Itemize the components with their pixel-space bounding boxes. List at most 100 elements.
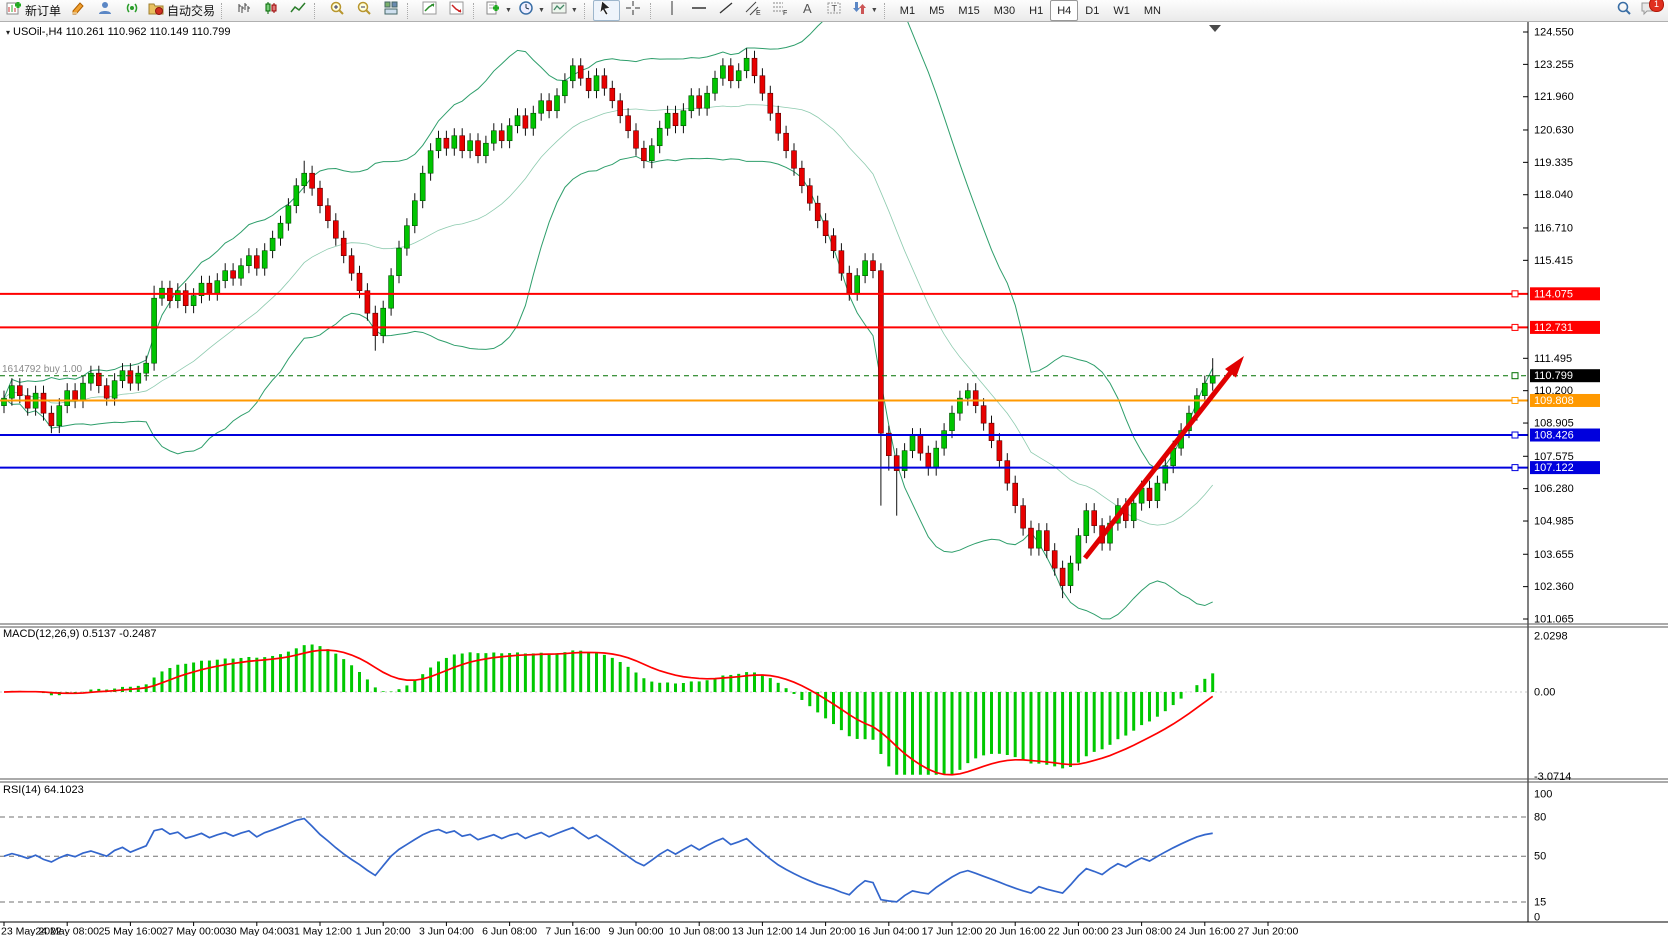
- candlesticks: [1, 48, 1216, 599]
- svg-text:119.335: 119.335: [1534, 157, 1573, 169]
- equidistant-channel-button[interactable]: E: [740, 0, 767, 21]
- toolbar-separator: [221, 2, 226, 19]
- arrows-dropdown-icon[interactable]: ▼: [870, 7, 878, 14]
- crosshair-button[interactable]: [620, 0, 647, 21]
- hline-icon: [691, 0, 707, 21]
- timeframe-m1-button[interactable]: M1: [899, 4, 916, 17]
- trendline-button[interactable]: [713, 0, 740, 21]
- timeframe-d1-button[interactable]: D1: [1085, 4, 1100, 17]
- svg-text:110.799: 110.799: [1534, 370, 1573, 382]
- signals-button[interactable]: [118, 0, 145, 21]
- timeframe-m15-button[interactable]: M15: [958, 4, 980, 17]
- svg-text:120.630: 120.630: [1534, 124, 1574, 136]
- svg-text:121.960: 121.960: [1534, 91, 1574, 103]
- signal-icon: [124, 0, 140, 21]
- horizontal-line-button[interactable]: [686, 0, 713, 21]
- toolbar-separator: [314, 2, 319, 19]
- toolbar-separator: [649, 2, 655, 19]
- chart-area[interactable]: 114.075 112.731 110.799 109.808 108.426 107.1…: [0, 22, 1668, 936]
- timeframe-h4-button[interactable]: H4: [1050, 0, 1079, 21]
- timeframe-m30-button[interactable]: M30: [993, 4, 1016, 17]
- svg-text:T: T: [832, 4, 838, 14]
- periods-dropdown-icon[interactable]: ▼: [537, 7, 545, 14]
- svg-text:110.200: 110.200: [1534, 385, 1573, 397]
- svg-text:0.00: 0.00: [1534, 687, 1555, 699]
- candle-chart-mode-button[interactable]: [257, 0, 284, 21]
- history-chart-button[interactable]: [443, 0, 470, 21]
- horizontal-levels[interactable]: 114.075 112.731 110.799 109.808 108.426 107.1…: [0, 287, 1600, 475]
- chart-up-icon: [422, 0, 438, 21]
- price-chart-svg[interactable]: 114.075 112.731 110.799 109.808 108.426 107.1…: [0, 22, 1668, 936]
- svg-text:111.495: 111.495: [1534, 353, 1572, 365]
- svg-text:10 Jun 08:00: 10 Jun 08:00: [669, 926, 730, 936]
- svg-text:112.731: 112.731: [1534, 322, 1573, 334]
- svg-text:124.550: 124.550: [1534, 27, 1574, 39]
- templates-dropdown-icon[interactable]: ▼: [570, 7, 578, 14]
- chat-badge: 1: [1649, 0, 1664, 12]
- vertical-line-button[interactable]: [659, 0, 686, 21]
- timeframe-mn-button[interactable]: MN: [1143, 4, 1161, 17]
- labelT-icon: T: [826, 0, 842, 21]
- templates-button[interactable]: ▼: [548, 0, 581, 21]
- new-order-icon: [6, 0, 22, 21]
- fibonacci-button[interactable]: F: [767, 0, 794, 21]
- zoom-out-button[interactable]: [350, 0, 377, 21]
- svg-text:114.075: 114.075: [1534, 288, 1573, 300]
- svg-text:23 Jun 08:00: 23 Jun 08:00: [1111, 926, 1172, 936]
- linechart-icon: [289, 0, 306, 21]
- timeframe-w1-button[interactable]: W1: [1113, 4, 1130, 17]
- add-indicator-dropdown-icon[interactable]: ▼: [505, 7, 512, 14]
- bar-chart-mode-button[interactable]: [230, 0, 257, 21]
- svg-text:80: 80: [1534, 812, 1546, 824]
- toolbar-right: 1: [1616, 0, 1665, 21]
- svg-text:24 May 08:00: 24 May 08:00: [35, 926, 99, 936]
- chat-icon[interactable]: 1: [1640, 0, 1664, 21]
- auto-trading-button[interactable]: 自动交易: [145, 0, 218, 21]
- price-axis[interactable]: 124.550 123.255 121.960 120.630 119.335 118.0…: [1523, 22, 1574, 922]
- svg-text:100: 100: [1534, 789, 1552, 801]
- toolbar-separator: [407, 2, 412, 19]
- autotrade-icon: [148, 0, 164, 21]
- svg-text:22 Jun 00:00: 22 Jun 00:00: [1048, 926, 1109, 936]
- svg-text:30 May 04:00: 30 May 04:00: [225, 926, 289, 936]
- trend-arrow[interactable]: [1083, 356, 1244, 560]
- svg-text:115.415: 115.415: [1534, 255, 1573, 267]
- fibo-icon: F: [772, 0, 788, 21]
- text-button[interactable]: A: [794, 0, 821, 21]
- tile-windows-button[interactable]: [377, 0, 404, 21]
- svg-text:9 Jun 00:00: 9 Jun 00:00: [609, 926, 664, 936]
- periods-button[interactable]: ▼: [515, 0, 548, 21]
- svg-text:116.710: 116.710: [1534, 222, 1573, 234]
- svg-text:108.905: 108.905: [1534, 418, 1574, 430]
- chart-shift-marker[interactable]: [1209, 25, 1221, 32]
- pane-dividers[interactable]: [0, 623, 1668, 783]
- svg-text:0: 0: [1534, 912, 1540, 924]
- arrows-button[interactable]: ▼: [848, 0, 881, 21]
- profit-chart-button[interactable]: [416, 0, 443, 21]
- new-order-button[interactable]: 新订单: [3, 0, 64, 21]
- text-label-button[interactable]: T: [821, 0, 848, 21]
- profile-button[interactable]: [91, 0, 118, 21]
- svg-text:1 Jun 20:00: 1 Jun 20:00: [356, 926, 411, 936]
- toolbar: 新订单 自动交易 ▼ ▼ ▼ E F A T ▼ M1 M5 M15 M30 H1 H4 D1 W1 MN 1: [0, 0, 1668, 22]
- search-icon[interactable]: [1616, 0, 1632, 21]
- toolbar-separator: [883, 2, 889, 19]
- svg-text:F: F: [783, 10, 787, 16]
- svg-text:102.360: 102.360: [1534, 581, 1574, 593]
- svg-text:14 Jun 20:00: 14 Jun 20:00: [795, 926, 856, 936]
- svg-text:6 Jun 08:00: 6 Jun 08:00: [482, 926, 537, 936]
- cursor-button[interactable]: [592, 0, 620, 21]
- add-indicator-button[interactable]: ▼: [482, 0, 515, 21]
- bars-icon: [236, 0, 252, 21]
- timeframe-m5-button[interactable]: M5: [929, 4, 945, 17]
- line-chart-mode-button[interactable]: [284, 0, 311, 21]
- highlighter-button[interactable]: [64, 0, 91, 21]
- svg-text:23 May 2022: 23 May 2022: [1, 926, 62, 936]
- svg-text:109.808: 109.808: [1534, 395, 1574, 407]
- template-icon: [551, 0, 567, 21]
- zoom-in-icon: [329, 0, 345, 21]
- timeframe-buttons: M1 M5 M15 M30 H1 H4 D1 W1 MN: [881, 0, 1168, 21]
- timeframe-h1-button[interactable]: H1: [1029, 4, 1044, 17]
- zoom-in-button[interactable]: [323, 0, 350, 21]
